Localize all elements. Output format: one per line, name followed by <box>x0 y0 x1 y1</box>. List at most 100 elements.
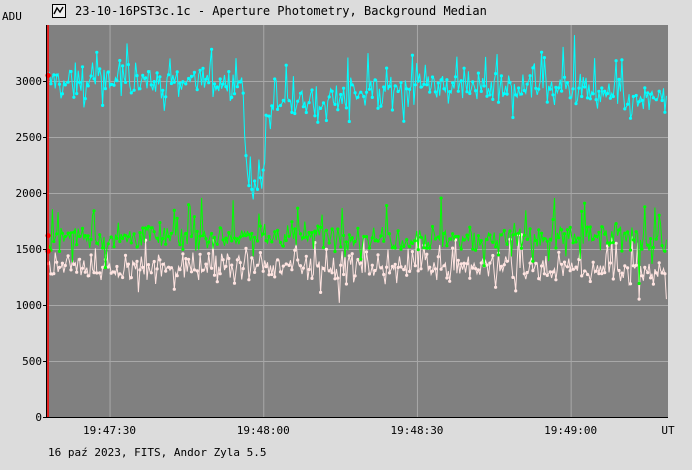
data-point <box>75 270 79 274</box>
data-point <box>135 74 139 78</box>
data-point <box>293 227 297 231</box>
data-point <box>433 267 437 271</box>
data-point <box>115 79 119 83</box>
data-point <box>146 224 151 229</box>
data-point <box>517 231 521 235</box>
data-point <box>485 238 489 242</box>
data-point <box>620 271 624 275</box>
data-point <box>330 271 334 275</box>
data-point <box>112 270 116 274</box>
data-point <box>491 253 495 258</box>
data-point <box>471 247 475 251</box>
data-point <box>69 231 73 235</box>
data-point <box>86 84 90 88</box>
data-point <box>577 257 581 262</box>
data-point <box>562 260 567 264</box>
data-point <box>499 74 503 78</box>
data-point <box>215 280 219 284</box>
data-point <box>178 81 182 85</box>
y-tick-label: 0 <box>35 411 42 424</box>
data-point <box>144 76 148 80</box>
data-point <box>155 71 159 75</box>
data-point <box>201 234 205 238</box>
data-point <box>57 82 62 86</box>
photometry-chart[interactable]: 0 500 1000 1500 2000 2500 3000 19:47:30 19:48:00… <box>0 0 692 440</box>
data-point <box>528 74 532 78</box>
data-point <box>141 265 145 269</box>
data-point <box>52 272 56 276</box>
data-point <box>608 241 613 245</box>
data-point <box>72 230 76 234</box>
data-point <box>663 110 667 114</box>
data-point <box>258 176 262 180</box>
data-point <box>293 248 297 252</box>
data-point <box>482 264 486 268</box>
data-point <box>250 256 254 260</box>
data-point <box>453 234 458 239</box>
data-point <box>89 253 93 257</box>
data-point <box>428 265 432 269</box>
data-point <box>146 70 151 74</box>
data-point <box>649 237 653 241</box>
data-point <box>560 262 564 266</box>
data-point <box>600 272 604 276</box>
data-point <box>577 236 581 240</box>
data-point <box>164 95 168 99</box>
data-point <box>290 220 294 224</box>
data-point <box>459 262 463 266</box>
data-point <box>138 268 142 272</box>
data-point <box>141 73 145 77</box>
data-point <box>339 263 343 267</box>
data-point <box>270 272 274 277</box>
data-point <box>560 228 564 232</box>
data-point <box>307 267 311 272</box>
data-point <box>557 250 561 254</box>
data-point <box>442 231 446 236</box>
data-point <box>445 276 449 280</box>
data-point <box>562 232 567 236</box>
data-point <box>310 88 314 92</box>
data-point <box>603 232 607 236</box>
data-point <box>433 237 437 241</box>
data-point <box>152 230 156 234</box>
footer-caption: 16 paź 2023, FITS, Andor Zyla 5.5 <box>48 446 267 459</box>
data-point <box>330 89 334 93</box>
data-point <box>198 252 202 256</box>
data-point <box>198 234 202 238</box>
data-point <box>227 256 231 261</box>
data-point <box>207 81 211 85</box>
data-point <box>585 96 590 100</box>
data-point <box>410 250 414 254</box>
data-point <box>129 91 133 95</box>
chart-app-icon[interactable] <box>52 4 66 18</box>
data-point <box>327 269 331 273</box>
data-point <box>499 264 503 268</box>
data-point <box>663 249 667 253</box>
data-point <box>210 47 214 51</box>
data-point <box>588 279 592 284</box>
data-point <box>413 264 417 268</box>
data-point <box>390 264 394 268</box>
data-point <box>247 184 251 188</box>
data-point <box>301 105 305 109</box>
data-point <box>660 271 664 275</box>
data-point <box>95 50 99 54</box>
data-point <box>301 236 305 240</box>
data-point <box>80 65 85 69</box>
data-point <box>350 236 354 240</box>
data-point <box>238 80 242 84</box>
data-point <box>215 85 219 89</box>
data-point <box>540 231 544 235</box>
data-point <box>235 85 239 89</box>
data-point <box>594 98 598 102</box>
data-point <box>511 275 515 279</box>
data-point <box>261 168 265 172</box>
data-point <box>207 240 211 244</box>
data-point <box>63 234 67 239</box>
data-point <box>244 234 248 238</box>
data-point <box>399 265 403 269</box>
y-tick-label: 1000 <box>16 299 43 312</box>
data-point <box>184 231 188 235</box>
data-point <box>649 276 653 280</box>
data-point <box>106 265 110 269</box>
